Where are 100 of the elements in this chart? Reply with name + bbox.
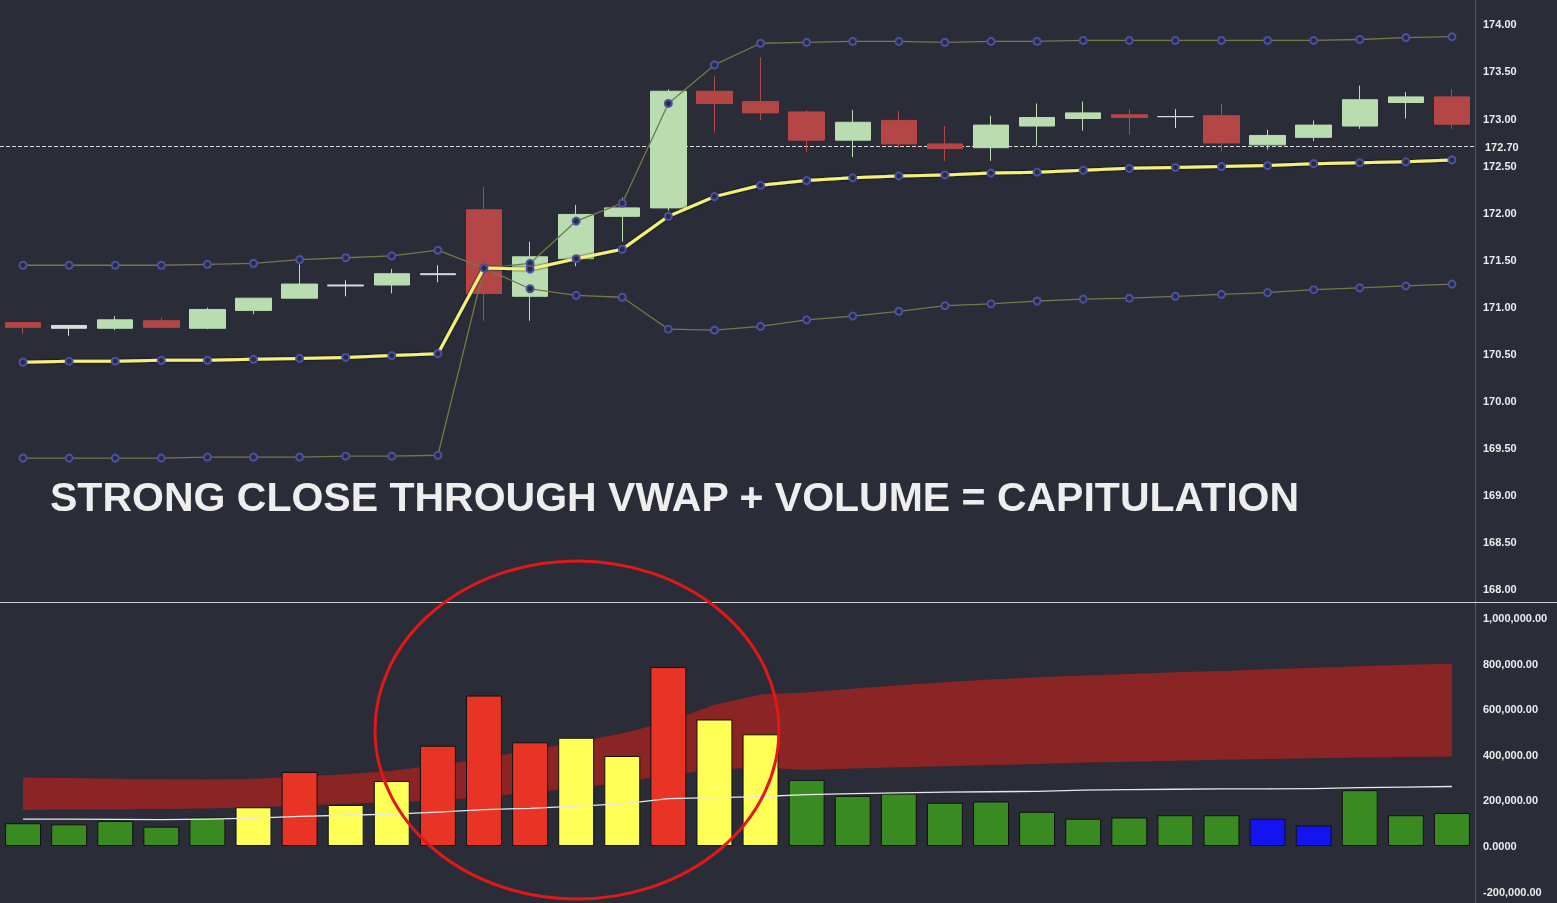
- point: [295, 255, 305, 265]
- candlestick: [143, 317, 180, 328]
- y-tick-label: 169.50: [1483, 441, 1517, 454]
- candlestick: [650, 88, 687, 212]
- point: [1124, 35, 1134, 45]
- point: [18, 453, 28, 463]
- point: [894, 36, 904, 46]
- bar: [1019, 811, 1056, 847]
- point: [1309, 285, 1319, 295]
- candlestick: [1065, 101, 1101, 132]
- point: [1263, 161, 1273, 171]
- point: [1447, 279, 1457, 289]
- candlestick: [5, 322, 41, 335]
- point: [1170, 35, 1180, 45]
- point: [756, 321, 766, 331]
- point: [156, 453, 166, 463]
- point: [1216, 35, 1226, 45]
- point: [433, 450, 443, 460]
- point: [156, 355, 166, 365]
- point: [64, 260, 74, 270]
- point: [986, 299, 996, 309]
- point: [18, 260, 28, 270]
- point: [295, 353, 305, 363]
- point: [1170, 162, 1180, 172]
- y-tick-label: 0.0000: [1483, 840, 1517, 853]
- point: [571, 290, 581, 300]
- bar: [1065, 818, 1102, 847]
- y-tick-label: 170.00: [1483, 394, 1517, 407]
- point: [249, 258, 259, 268]
- point: [1355, 35, 1365, 44]
- candlestick: [1111, 108, 1148, 136]
- point: [802, 37, 812, 47]
- point: [617, 198, 627, 208]
- ref-line-label: 172.70: [1485, 140, 1519, 153]
- bar: [1433, 812, 1470, 847]
- point: [802, 315, 812, 325]
- bar: [281, 771, 318, 847]
- candlestick: [1203, 102, 1240, 152]
- point: [249, 452, 259, 462]
- candlestick: [466, 186, 502, 322]
- point: [1355, 158, 1365, 168]
- point: [433, 349, 443, 359]
- point: [1309, 159, 1319, 169]
- candlestick: [1019, 102, 1055, 147]
- candlestick: [1388, 91, 1424, 120]
- candlestick: [189, 307, 226, 330]
- point: [1124, 293, 1134, 303]
- bar: [235, 807, 272, 847]
- point: [64, 453, 74, 463]
- point: [1447, 32, 1457, 42]
- bar: [1203, 815, 1240, 847]
- annotation: STRONG CLOSE THROUGH VWAP + VOLUME = CAPITULATION: [50, 473, 1300, 520]
- point: [1078, 294, 1088, 304]
- point: [1447, 155, 1457, 165]
- point: [1401, 33, 1411, 43]
- point: [1170, 291, 1180, 301]
- y-tick-label: 173.00: [1483, 112, 1517, 125]
- point: [387, 251, 397, 261]
- candlestick: [374, 268, 410, 294]
- point: [848, 173, 858, 183]
- bar: [880, 793, 917, 847]
- bar: [512, 742, 549, 847]
- point: [1032, 36, 1042, 46]
- point: [848, 311, 858, 321]
- y-tick-label: 171.00: [1483, 300, 1517, 313]
- candlestick: [420, 264, 456, 283]
- y-tick-label: 174.00: [1483, 18, 1517, 31]
- point: [341, 253, 351, 263]
- point: [525, 264, 535, 274]
- bar: [5, 823, 42, 847]
- bar: [742, 734, 779, 847]
- bar: [1341, 790, 1378, 847]
- point: [110, 260, 120, 270]
- candlestick: [327, 279, 364, 297]
- point: [986, 36, 996, 46]
- bar: [327, 804, 364, 847]
- bar: [696, 719, 733, 847]
- y-tick-label: 172.00: [1483, 206, 1517, 219]
- candlestick: [97, 315, 133, 331]
- candlestick: [788, 109, 825, 153]
- candlestick: [1342, 85, 1378, 130]
- point: [1078, 35, 1088, 45]
- bar: [189, 817, 226, 847]
- point: [202, 452, 212, 462]
- point: [1032, 167, 1042, 177]
- point: [709, 325, 719, 335]
- point: [202, 259, 212, 269]
- bar: [604, 755, 641, 847]
- point: [1401, 281, 1411, 291]
- bar: [1249, 818, 1286, 847]
- bar: [926, 802, 963, 847]
- candlestick: [604, 197, 640, 243]
- y-tick-label: 170.50: [1483, 347, 1517, 360]
- point: [1401, 157, 1411, 167]
- point: [940, 37, 950, 47]
- bar: [788, 779, 825, 847]
- point: [617, 244, 627, 254]
- point: [802, 176, 812, 186]
- point: [986, 168, 996, 178]
- candlestick: [235, 297, 272, 315]
